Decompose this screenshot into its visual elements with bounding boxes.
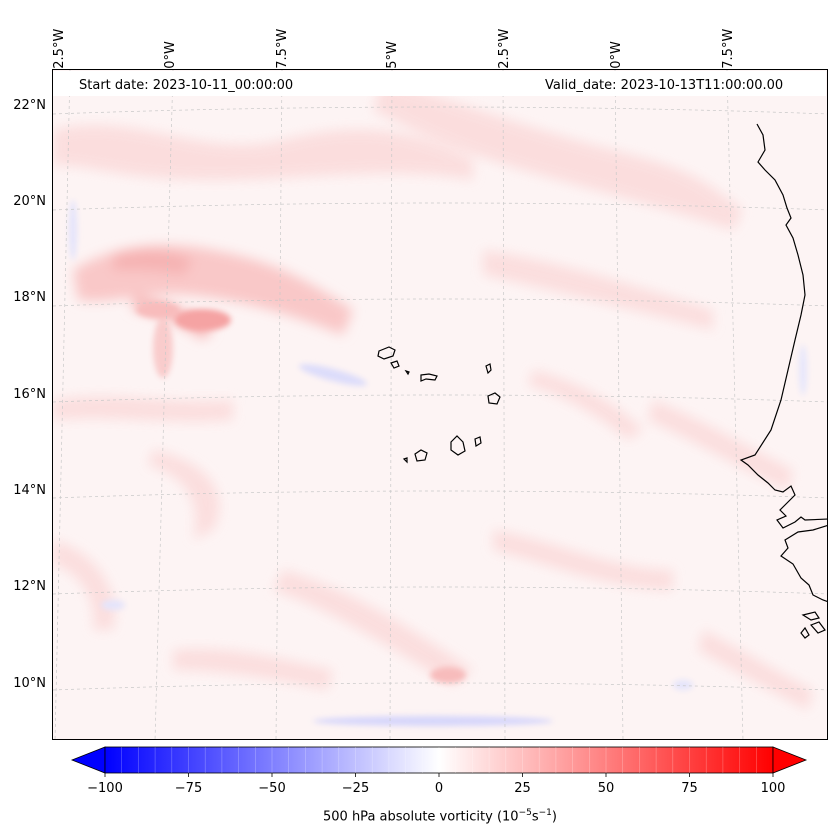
vorticity-field [53, 70, 827, 739]
lat-label-18n: 18°N [13, 290, 46, 305]
cape-verde-islands [377, 346, 501, 464]
africa-coastline [739, 123, 827, 639]
colorbar-label: 500 hPa absolute vorticity (10−5s−1) [0, 808, 837, 824]
colorbar-extend-max [772, 746, 808, 774]
negative-vorticity-areas [69, 200, 807, 726]
colorbar-tick-label: −75 [174, 781, 203, 796]
colorbar-gradient [104, 746, 774, 774]
lat-label-16n: 16°N [13, 387, 46, 402]
header-strip [53, 71, 826, 96]
colorbar-extend-min [70, 746, 106, 774]
colorbar-tick-label: −50 [258, 781, 286, 796]
graticule [53, 70, 827, 739]
lat-label-22n: 22°N [13, 98, 46, 113]
colorbar-tick-label: 100 [760, 781, 786, 796]
units-s-exponent: −1 [538, 808, 552, 818]
colorbar-tick-label: 50 [597, 781, 615, 796]
units-s: s [531, 809, 539, 825]
valid-date: Valid_date: 2023-10-13T11:00:00.00 [545, 78, 784, 93]
lat-label-10n: 10°N [13, 676, 46, 691]
colorbar-tick-label: 0 [434, 781, 444, 796]
lat-label-20n: 20°N [13, 194, 46, 209]
colorbar-tick-label: −100 [87, 781, 123, 796]
variable-name: 500 hPa absolute vorticity [323, 809, 493, 825]
start-date: Start date: 2023-10-11_00:00:00 [79, 78, 294, 93]
positive-vorticity-core [136, 302, 466, 683]
colorbar [70, 746, 808, 777]
positive-vorticity-streaks [53, 80, 813, 710]
lat-label-12n: 12°N [13, 579, 46, 594]
colorbar-tick-label: 75 [681, 781, 698, 796]
units-base: (10 [496, 809, 519, 825]
units-exponent: −5 [518, 808, 532, 818]
colorbar-tick-label: 25 [514, 781, 531, 796]
colorbar-tick-label: −25 [341, 781, 370, 796]
lat-label-14n: 14°N [13, 483, 46, 498]
units-close: ) [551, 809, 557, 825]
vorticity-map [52, 69, 828, 740]
